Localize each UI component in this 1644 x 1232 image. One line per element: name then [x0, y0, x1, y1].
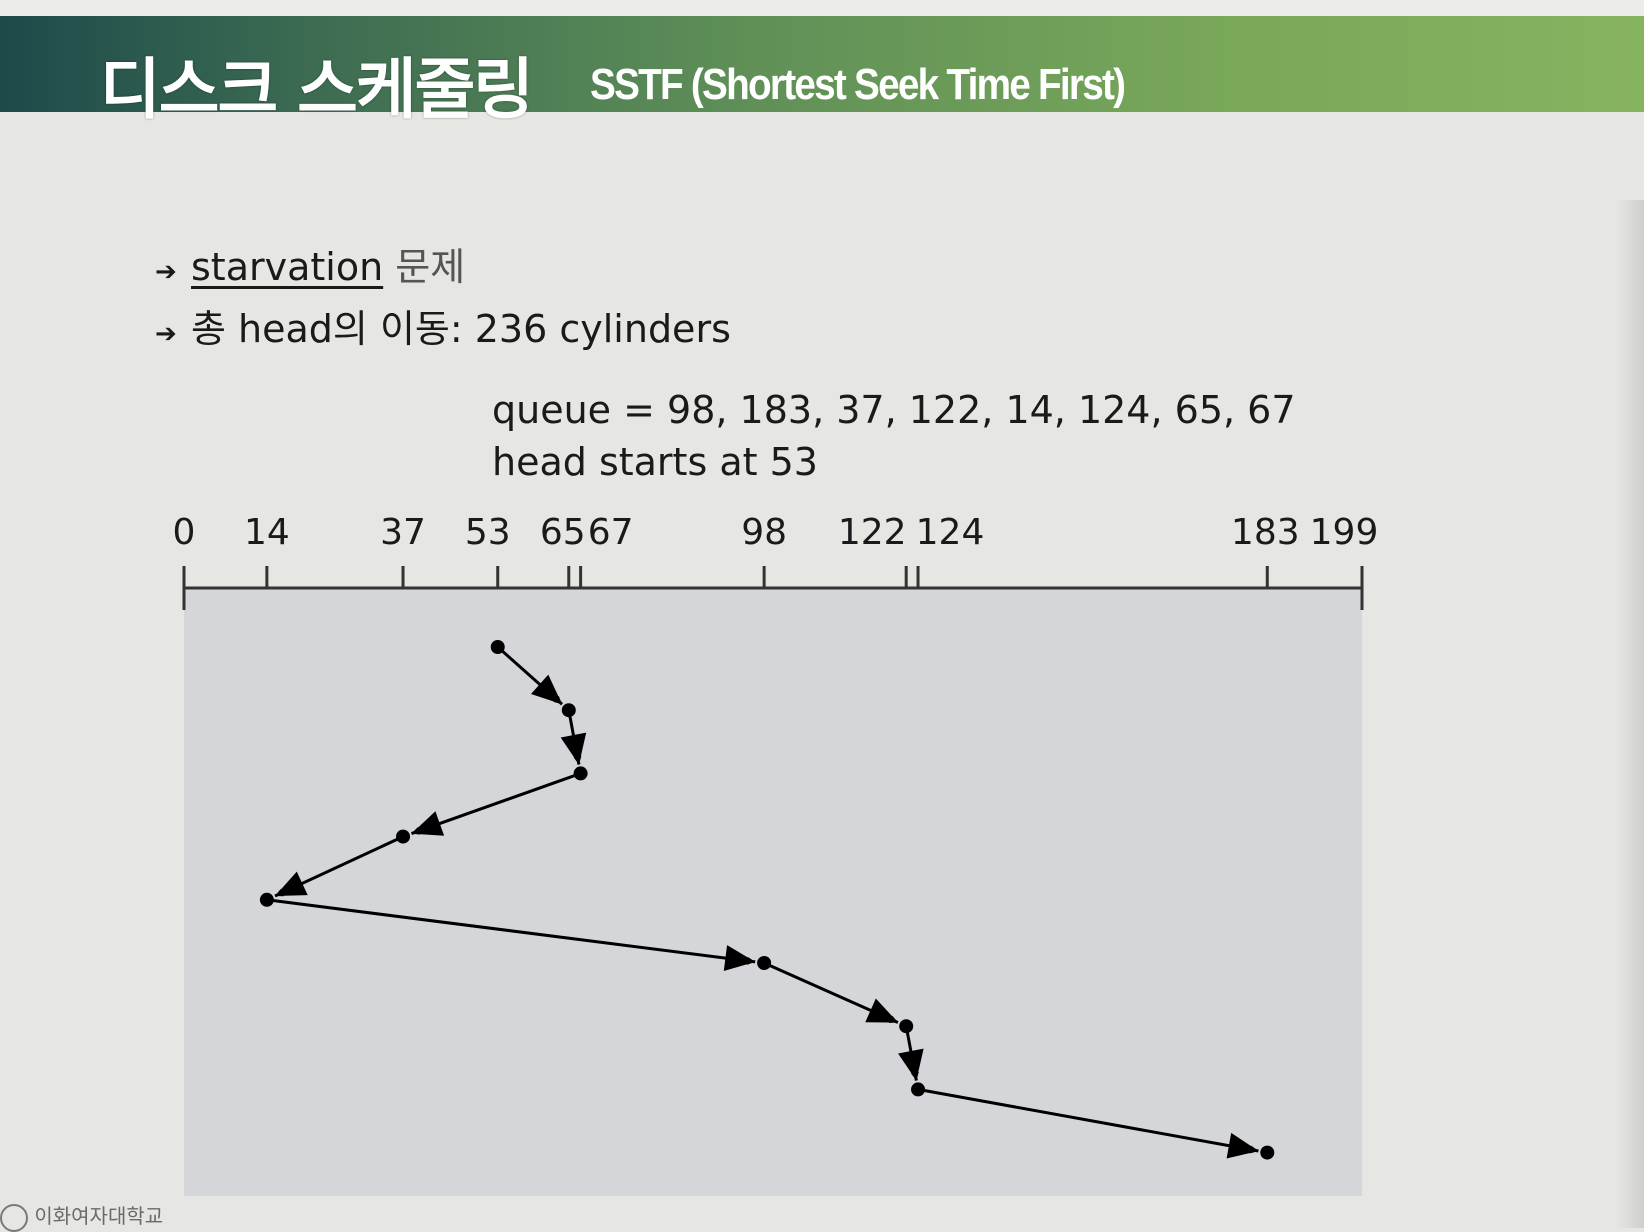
seek-arrowhead: [560, 732, 587, 765]
head-start-text: head starts at 53: [492, 440, 818, 484]
tick-label: 183: [1231, 512, 1300, 553]
tick-label: 124: [916, 512, 985, 553]
seek-arrowhead: [865, 998, 898, 1023]
request-point: [490, 640, 505, 654]
university-logo: 이화여자대학교: [0, 1200, 164, 1232]
bullet-total-movement: ➔ 총 head의 이동: 236 cylinders: [155, 298, 731, 353]
seek-arrowhead: [1226, 1132, 1259, 1159]
diagram-panel: [184, 588, 1362, 1196]
bullet-rest-text: 문제: [395, 245, 466, 289]
request-point: [899, 1019, 914, 1034]
request-point: [1260, 1145, 1275, 1160]
right-edge-shadow: [1616, 200, 1644, 1228]
logo-text: 이화여자대학교: [34, 1204, 164, 1228]
title-bar: 디스크 스케줄링 SSTF (Shortest Seek Time First): [0, 16, 1644, 128]
tick-label: 14: [244, 512, 290, 553]
bullet-underlined-text: starvation: [191, 245, 384, 289]
tick-label: 53: [465, 512, 511, 553]
request-point: [757, 956, 772, 970]
top-strip: [0, 0, 1644, 16]
seek-segment: [917, 1087, 1259, 1154]
seek-arrowhead: [275, 871, 308, 897]
queue-text: queue = 98, 183, 37, 122, 14, 124, 65, 6…: [492, 388, 1296, 432]
slide-title: 디스크 스케줄링: [100, 51, 534, 128]
bullet-arrow-icon: ➔: [155, 257, 177, 287]
tick-label: 122: [838, 512, 907, 553]
tick-label: 98: [741, 512, 787, 553]
tick-label: 67: [588, 512, 634, 553]
request-point: [911, 1082, 926, 1097]
slide-subtitle: SSTF (Shortest Seek Time First): [590, 60, 1126, 109]
tick-label: 65: [540, 512, 586, 553]
tick-label: 199: [1310, 512, 1379, 553]
request-point: [561, 703, 576, 718]
bullet-text: 총 head의 이동: 236 cylinders: [191, 307, 731, 351]
request-point: [259, 892, 274, 907]
tick-label: 0: [173, 512, 196, 553]
bullet-starvation: ➔ starvation 문제: [155, 236, 465, 291]
seek-segment: [266, 898, 756, 965]
tick-label: 37: [380, 512, 426, 553]
seal-icon: [0, 1203, 28, 1232]
seek-arrowhead: [723, 945, 756, 971]
seek-arrowhead: [411, 811, 445, 836]
bullet-arrow-icon: ➔: [155, 319, 177, 349]
seek-arrowhead: [530, 674, 563, 705]
request-point: [396, 829, 411, 844]
request-point: [573, 766, 588, 781]
seek-arrowhead: [898, 1048, 924, 1081]
